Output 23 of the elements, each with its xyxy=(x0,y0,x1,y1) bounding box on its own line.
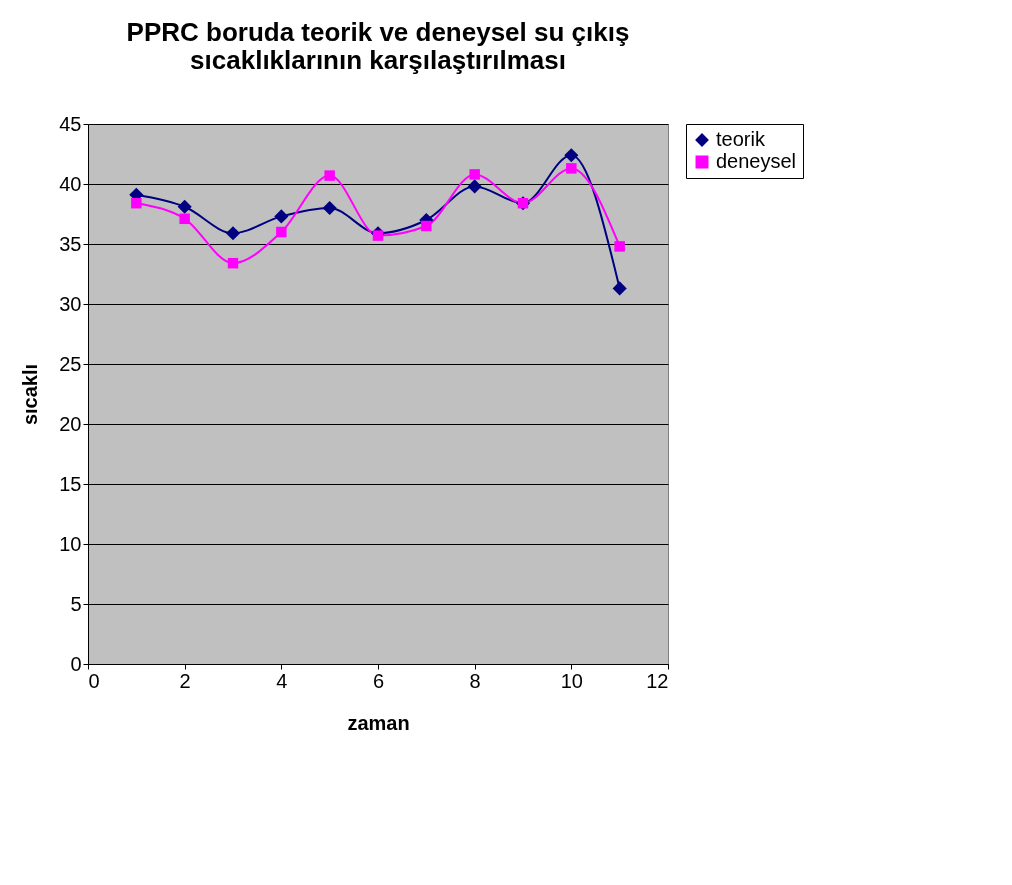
legend-label: teorik xyxy=(716,128,766,150)
x-tick-label: 8 xyxy=(469,669,481,692)
y-tick-label: 15 xyxy=(59,472,82,495)
y-tick-label: 0 xyxy=(70,652,82,675)
text: sıcaklıklarının karşılaştırılması xyxy=(190,45,566,75)
y-tick-label: 20 xyxy=(59,412,82,435)
y-tick-label: 10 xyxy=(59,532,82,555)
y-tick-label: 45 xyxy=(59,112,82,135)
x-tick-label: 6 xyxy=(372,669,385,692)
legend-label: deneysel xyxy=(716,150,797,172)
y-tick-label: 30 xyxy=(59,292,82,315)
y-tick-label: 35 xyxy=(59,232,82,255)
y-tick-label: 25 xyxy=(59,352,82,375)
x-tick-label: 4 xyxy=(276,669,288,692)
x-tick-label: 12 xyxy=(646,669,669,692)
x-tick-label: 2 xyxy=(179,669,191,692)
y-axis-title: sıcaklı xyxy=(19,363,42,426)
x-tick-label: 0 xyxy=(88,669,100,692)
x-tick-label: 10 xyxy=(560,669,583,692)
x-axis-title: zaman xyxy=(347,711,410,734)
text: PPRC boruda teorik ve deneysel su çıkış xyxy=(126,17,630,47)
y-tick-label: 5 xyxy=(70,592,82,615)
y-tick-label: 40 xyxy=(59,172,82,195)
